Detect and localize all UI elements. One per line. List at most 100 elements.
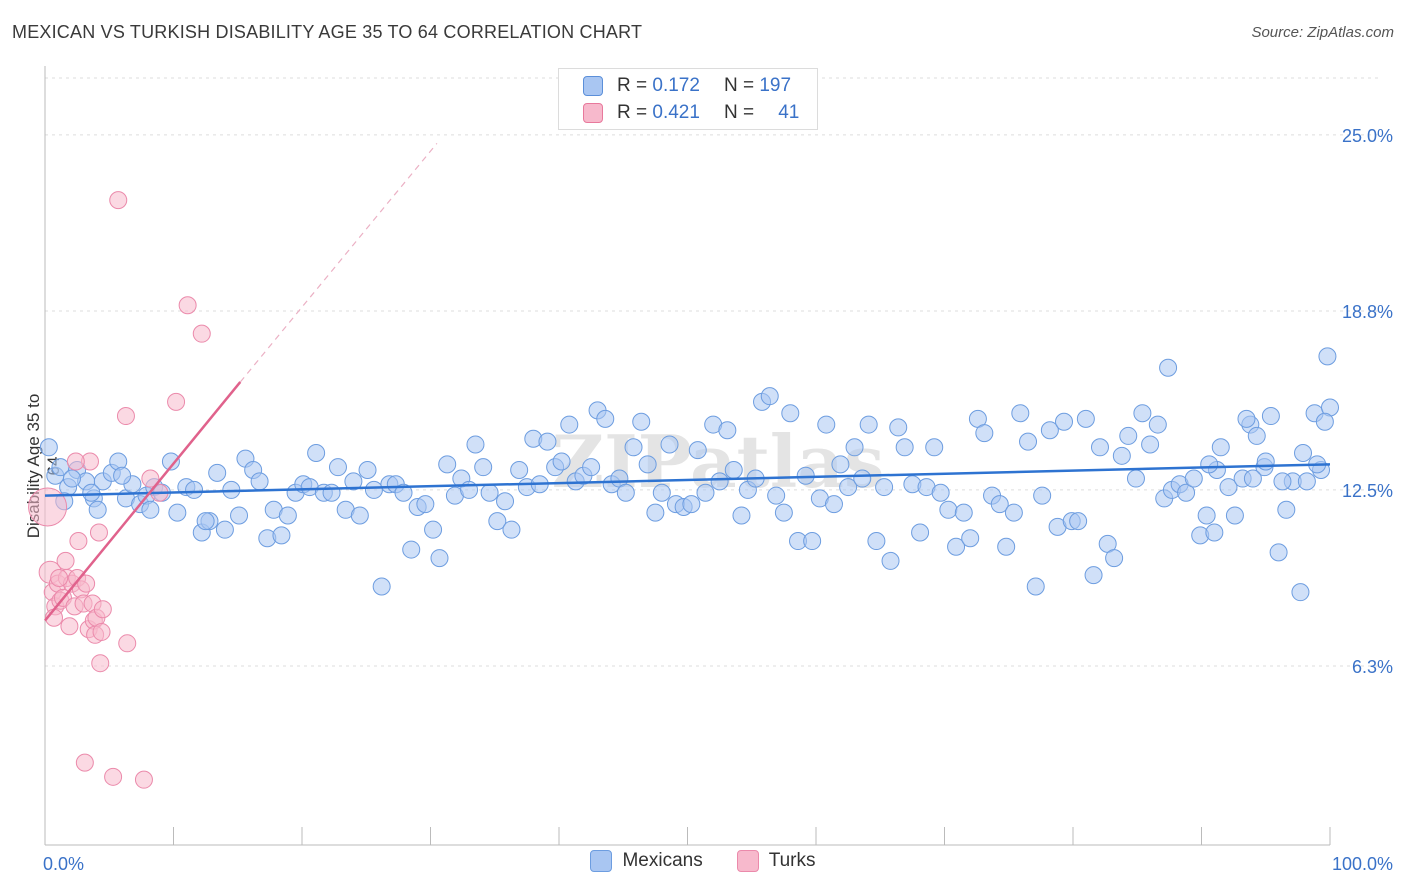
data-point [582,458,601,477]
data-point [1084,566,1103,585]
data-point [990,495,1009,514]
data-point [652,483,671,502]
data-point [215,520,234,539]
data-point [66,452,85,471]
data-point [322,483,341,502]
data-point [364,480,383,499]
data-point [93,600,112,619]
stats-r-value: 0.421 [652,102,700,123]
stats-legend-box: R = 0.172 N = 197 R = 0.421 N = 41 [558,68,818,130]
data-point [1011,404,1030,423]
data-point [69,532,88,551]
data-point [824,495,843,514]
data-point [1205,523,1224,542]
data-point [975,424,994,443]
data-point [1019,432,1038,451]
data-point [1004,503,1023,522]
data-point [552,452,571,471]
data-point [560,415,579,434]
data-point [196,512,215,531]
data-point [939,500,958,519]
data-point [466,435,485,454]
data-point [1159,358,1178,377]
data-point [328,458,347,477]
data-point [88,500,107,519]
stats-r-label: R = [617,102,648,123]
data-point [682,495,701,514]
data-point [895,438,914,457]
data-point [344,472,363,491]
data-point [845,438,864,457]
data-point [307,443,326,462]
data-point [732,506,751,525]
data-point [113,466,132,485]
series-mexicans [39,347,1339,602]
data-point [278,506,297,525]
chart-title: MEXICAN VS TURKISH DISABILITY AGE 35 TO … [12,22,643,42]
data-point [402,540,421,559]
legend-label-mexicans: Mexicans [622,850,703,871]
data-point [1247,426,1266,445]
series-turks [28,191,211,789]
data-point [710,472,729,491]
data-point [118,634,137,653]
stats-n-value: 41 [778,102,800,123]
data-point [931,483,950,502]
data-point [230,506,249,525]
data-point [889,418,908,437]
data-point [724,461,743,480]
data-point [1040,421,1059,440]
data-point [1069,512,1088,531]
data-point [954,503,973,522]
data-point [372,577,391,596]
data-point [394,483,413,502]
legend-item-turks[interactable]: Turks [736,850,816,872]
data-point [161,452,180,471]
data-point [867,532,886,551]
data-point [424,520,443,539]
data-point [350,506,369,525]
data-point [438,455,457,474]
data-point [82,483,101,502]
data-point [77,574,96,593]
source-label: Source: ZipAtlas.com [1251,24,1394,41]
data-point [502,520,521,539]
data-point [28,487,68,527]
data-point [1297,472,1316,491]
data-point [416,495,435,514]
data-point [272,526,291,545]
data-point [1119,426,1138,445]
data-point [1294,443,1313,462]
x-tick-label: 0.0% [43,854,84,874]
data-point [1273,472,1292,491]
data-point [961,529,980,548]
data-point [875,478,894,497]
data-point [688,441,707,460]
data-point [925,438,944,457]
data-point [430,549,449,568]
data-point [62,469,81,488]
data-point [104,767,123,786]
data-point [1197,506,1216,525]
data-point [696,483,715,502]
data-point [1148,415,1167,434]
data-point [638,455,657,474]
data-point [1243,469,1262,488]
data-point [75,753,94,772]
stats-r-label: R = [617,75,648,96]
data-point [1291,583,1310,602]
data-point [1112,446,1131,465]
data-point [997,537,1016,556]
legend-item-mexicans[interactable]: Mexicans [590,850,703,872]
data-point [803,532,822,551]
data-point [596,409,615,428]
data-point [480,483,499,502]
data-point [646,503,665,522]
data-point [911,523,930,542]
data-point [1261,407,1280,426]
trendline-turks [44,381,242,622]
data-point [141,469,160,488]
stats-row-turks: R = 0.421 N = 41 [583,100,799,126]
data-point [134,770,153,789]
data-point [1277,500,1296,519]
